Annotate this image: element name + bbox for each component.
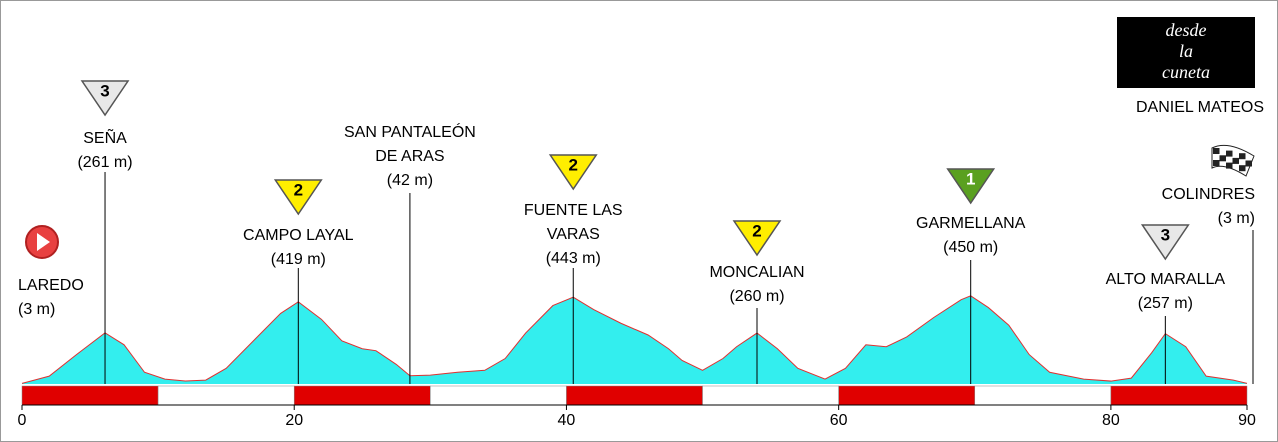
category-number: 3 <box>100 81 109 100</box>
author: DANIEL MATEOS <box>1136 99 1264 116</box>
flag-check <box>1213 160 1220 166</box>
category-number: 1 <box>966 169 975 188</box>
climb-altitude: (257 m) <box>1138 295 1193 312</box>
category-triangle <box>946 168 996 205</box>
logo-text: cuneta <box>1162 62 1210 82</box>
climb-name: MONCALIAN <box>709 264 804 281</box>
climb-altitude: (260 m) <box>729 288 784 305</box>
x-tick-label: 60 <box>830 412 848 429</box>
category-icon: 2 <box>732 220 782 257</box>
category-triangle <box>1140 224 1190 261</box>
km-bar <box>838 385 976 406</box>
km-bar <box>293 385 431 406</box>
category-number: 2 <box>569 155 578 174</box>
km-bar <box>21 385 159 406</box>
km-bar <box>702 385 839 406</box>
x-tick-label: 0 <box>18 412 27 429</box>
profile-line <box>21 295 1248 384</box>
flag-check <box>1219 155 1226 162</box>
category-triangle <box>732 220 782 257</box>
climb-altitude: (419 m) <box>271 251 326 268</box>
logo-text: la <box>1179 41 1193 61</box>
x-tick-label: 80 <box>1102 412 1120 429</box>
category-number: 2 <box>294 180 303 199</box>
flag-check <box>1239 165 1246 172</box>
category-number: 3 <box>1161 225 1170 244</box>
climb-name: ALTO MARALLA <box>1106 271 1226 288</box>
climb-name: SEÑA <box>83 127 127 147</box>
climb-name: COLINDRES <box>1162 186 1255 203</box>
flag-check <box>1245 160 1252 167</box>
start-arrow <box>37 233 50 251</box>
category-number: 2 <box>752 221 761 240</box>
climb-altitude: (261 m) <box>77 154 132 171</box>
climb-name: VARAS <box>547 226 600 243</box>
climb-altitude: (443 m) <box>546 250 601 267</box>
km-bar <box>566 385 703 406</box>
category-icon: 3 <box>1140 224 1190 261</box>
climb-altitude: (3 m) <box>18 301 55 318</box>
climb-name: FUENTE LAS <box>524 202 623 219</box>
climb-altitude: (450 m) <box>943 239 998 256</box>
climb-name: LAREDO <box>18 277 84 294</box>
finish-flag <box>1211 144 1255 177</box>
category-triangle <box>548 154 598 191</box>
category-triangle <box>80 80 130 117</box>
category-icon: 2 <box>548 154 598 191</box>
category-icon: 3 <box>80 80 130 117</box>
logo-text: desde <box>1166 20 1207 40</box>
climb-name: CAMPO LAYAL <box>243 227 354 244</box>
km-bar <box>430 385 567 406</box>
km-bar <box>974 385 1112 406</box>
profile-area <box>22 295 1247 384</box>
flag-check <box>1226 162 1233 169</box>
logo <box>1117 17 1255 88</box>
climb-name: GARMELLANA <box>916 215 1026 232</box>
flag-check <box>1213 148 1220 154</box>
flag-check <box>1239 153 1246 160</box>
km-bar <box>1110 385 1248 406</box>
flag-check <box>1232 157 1239 164</box>
climb-name: SAN PANTALEÓN <box>344 122 476 141</box>
flag-check <box>1226 150 1233 157</box>
climb-name: DE ARAS <box>375 148 444 165</box>
category-triangle <box>273 179 323 216</box>
x-tick-label: 90 <box>1238 412 1256 429</box>
climb-altitude: (42 m) <box>387 172 433 189</box>
category-icon: 2 <box>273 179 323 216</box>
x-tick-label: 20 <box>285 412 303 429</box>
km-bar <box>157 385 295 406</box>
x-tick-label: 40 <box>558 412 576 429</box>
climb-altitude: (3 m) <box>1218 210 1255 227</box>
category-icon: 1 <box>946 168 996 205</box>
